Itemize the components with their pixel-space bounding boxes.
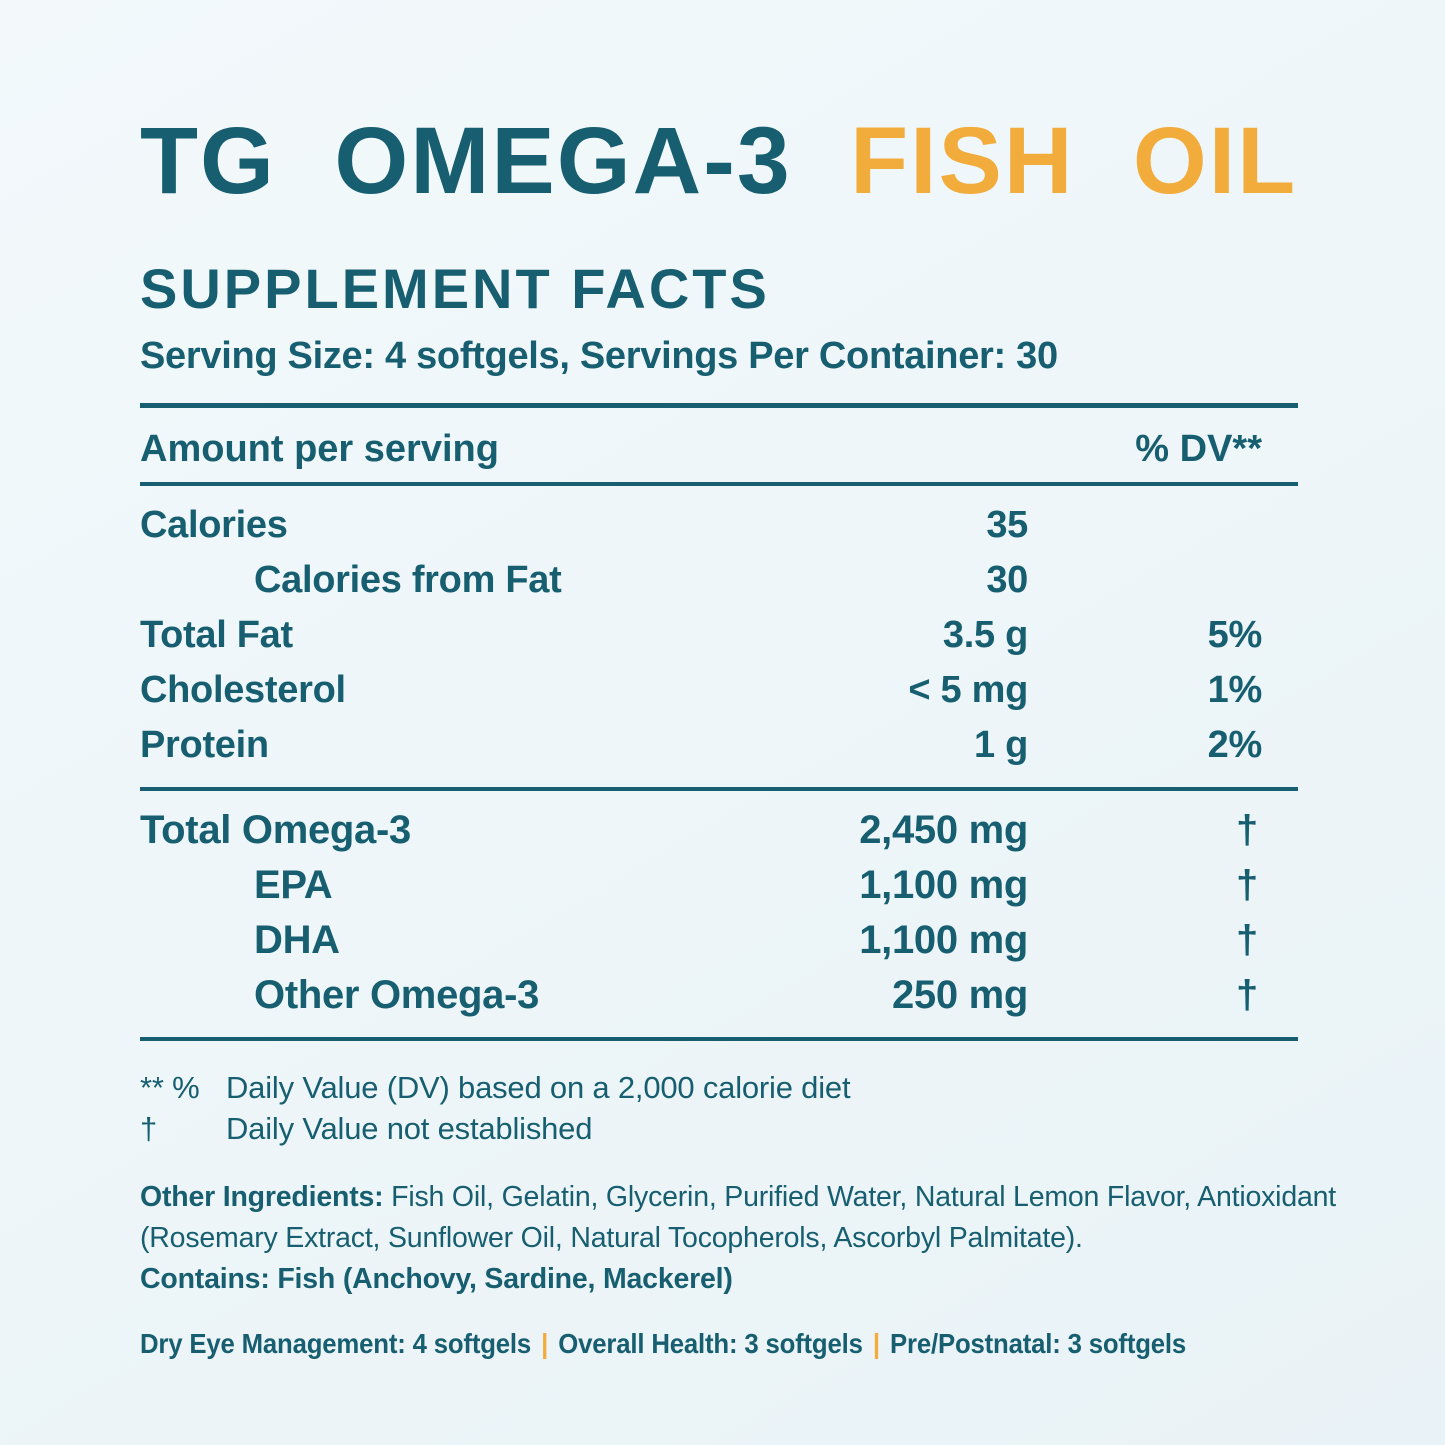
nutrient-label: Protein: [140, 724, 269, 766]
nutrient-label: Calories from Fat: [254, 559, 562, 601]
footnote-daily-value: ** % Daily Value (DV) based on a 2,000 c…: [140, 1067, 1298, 1108]
dosage-separator: |: [872, 1328, 880, 1359]
nutrient-amount: 30: [986, 559, 1028, 601]
dosage-separator: |: [541, 1328, 549, 1359]
divider-bottom: [140, 1037, 1298, 1041]
footnote-text: Daily Value not established: [226, 1111, 593, 1146]
product-title-accent: FISH OIL: [850, 108, 1298, 214]
omega-rows: Total Omega-3 2,450 mg † EPA 1,100 mg † …: [140, 791, 1298, 1037]
contains-statement: Contains: Fish (Anchovy, Sardine, Macker…: [140, 1263, 733, 1295]
nutrient-label: Total Fat: [140, 614, 293, 656]
product-title-main: TG OMEGA-3: [140, 108, 792, 214]
supplement-label: TG OMEGA-3 FISH OIL SUPPLEMENT FACTS Ser…: [140, 0, 1336, 1360]
nutrient-amount: 3.5 g: [942, 614, 1028, 656]
table-row: Other Omega-3 250 mg †: [140, 968, 1298, 1023]
divider-mid: [140, 787, 1298, 791]
table-header-row: Amount per serving % DV**: [140, 408, 1298, 482]
divider-top: [140, 403, 1298, 408]
other-ingredients-lead: Other Ingredients:: [140, 1181, 384, 1213]
nutrient-amount: 1,100 mg: [859, 918, 1028, 962]
dosage-dry-eye: Dry Eye Management: 4 softgels: [140, 1328, 532, 1359]
nutrient-amount: 35: [986, 504, 1028, 546]
nutrient-amount: 2,450 mg: [859, 808, 1028, 852]
footnote-text: Daily Value (DV) based on a 2,000 calori…: [226, 1070, 851, 1105]
footnote-dagger: † Daily Value not established: [140, 1108, 1298, 1149]
table-row: Calories 35: [140, 498, 1298, 553]
footnotes: ** % Daily Value (DV) based on a 2,000 c…: [140, 1067, 1298, 1149]
serving-info: Serving Size: 4 softgels, Servings Per C…: [140, 335, 1058, 377]
dosage-line: Dry Eye Management: 4 softgels | Overall H…: [140, 1328, 1205, 1360]
footnote-marker: ** %: [140, 1070, 200, 1105]
nutrient-dv-dagger: †: [1236, 808, 1258, 852]
amount-column-header: Amount per serving: [140, 428, 499, 470]
dv-column-header: % DV**: [1135, 428, 1262, 470]
nutrient-label: Total Omega-3: [140, 808, 411, 852]
nutrient-label: DHA: [254, 918, 340, 962]
table-row: Cholesterol < 5 mg 1%: [140, 663, 1298, 718]
nutrient-dv: 1%: [1207, 669, 1263, 711]
table-row: Total Fat 3.5 g 5%: [140, 608, 1298, 663]
supplement-facts-heading: SUPPLEMENT FACTS: [140, 257, 770, 320]
table-row: EPA 1,100 mg †: [140, 858, 1298, 913]
divider-header: [140, 482, 1298, 486]
footnote-marker: †: [140, 1111, 158, 1146]
dosage-overall-health: Overall Health: 3 softgels: [558, 1328, 863, 1359]
nutrient-label: EPA: [254, 863, 333, 907]
nutrient-amount: 1,100 mg: [859, 863, 1028, 907]
nutrient-dv: 2%: [1207, 724, 1263, 766]
nutrient-rows: Calories 35 Calories from Fat 30 Total F…: [140, 486, 1298, 787]
table-row: Total Omega-3 2,450 mg †: [140, 803, 1298, 858]
table-row: Calories from Fat 30: [140, 553, 1298, 608]
table-row: Protein 1 g 2%: [140, 718, 1298, 773]
nutrient-label: Calories: [140, 504, 288, 546]
nutrient-dv-dagger: †: [1236, 973, 1258, 1017]
product-title: TG OMEGA-3 FISH OIL: [140, 114, 1298, 209]
table-row: DHA 1,100 mg †: [140, 913, 1298, 968]
nutrient-label: Cholesterol: [140, 669, 346, 711]
nutrient-amount: 1 g: [973, 724, 1028, 766]
nutrient-dv-dagger: †: [1236, 863, 1258, 907]
nutrient-dv: 5%: [1207, 614, 1263, 656]
nutrient-amount: 250 mg: [891, 973, 1028, 1017]
nutrient-label: Other Omega-3: [254, 973, 540, 1017]
other-ingredients-text: Fish Oil, Gelatin, Glycerin, Purified Wa…: [140, 1181, 1336, 1254]
nutrient-dv-dagger: †: [1236, 918, 1258, 962]
nutrient-amount: < 5 mg: [908, 669, 1028, 711]
other-ingredients: Other Ingredients: Fish Oil, Gelatin, Gl…: [140, 1177, 1390, 1259]
dosage-pre-postnatal: Pre/Postnatal: 3 softgels: [890, 1328, 1187, 1359]
